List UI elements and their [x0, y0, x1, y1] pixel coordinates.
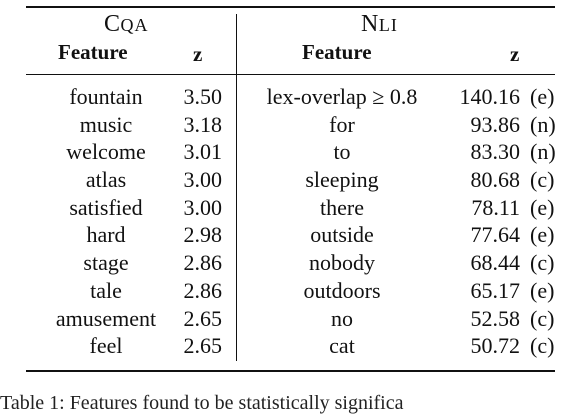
nli-z-cell: 80.68	[470, 167, 521, 193]
cqa-title-initial: C	[104, 11, 121, 37]
feature-table: CQA NLI Feature z Feature z fountain 3.5…	[0, 6, 582, 414]
cqa-z-cell: 2.98	[183, 222, 223, 248]
table-row: fountain 3.50 lex-overlap ≥ 0.8 140.16 (…	[0, 86, 582, 114]
nli-feature-cell: there	[320, 194, 364, 220]
cqa-feature-cell: fountain	[69, 84, 143, 109]
cqa-z-cell: 2.86	[183, 250, 223, 276]
table-row: music 3.18 for 93.86 (n)	[0, 111, 582, 142]
table-row: atlas 3.00 sleeping 80.68 (c)	[0, 169, 582, 197]
table-row: hard 2.98 outside 77.64 (e)	[0, 224, 582, 252]
cqa-z-cell: 3.50	[183, 84, 223, 109]
cqa-feature-cell: amusement	[55, 305, 157, 331]
cqa-group-title: CQA	[104, 12, 149, 36]
cqa-title-smallcaps: QA	[120, 15, 149, 35]
nli-z-header: z	[510, 42, 520, 66]
nli-feature-cell: nobody	[309, 250, 375, 276]
table-row: stage 2.86 nobody 68.44 (c)	[0, 252, 582, 280]
table-row: feel 2.65 cat 50.72 (c)	[0, 335, 582, 363]
table-row: tale 2.86 outdoors 65.17 (e)	[0, 277, 582, 308]
nli-label-cell: (n)	[530, 139, 556, 165]
table-bottom-rule	[26, 370, 555, 372]
nli-label-cell: (e)	[530, 277, 555, 303]
nli-feature-cell: outdoors	[303, 277, 381, 303]
nli-z-cell: 78.11	[471, 194, 520, 220]
nli-title-initial: N	[361, 11, 379, 37]
cqa-z-cell: 3.01	[183, 139, 223, 165]
table-row: amusement 2.65 no 52.58 (c)	[0, 305, 582, 336]
cqa-feature-cell: atlas	[85, 167, 127, 193]
cqa-z-cell: 2.86	[183, 277, 223, 303]
nli-feature-cell: sleeping	[305, 167, 379, 193]
column-group-separator	[236, 14, 238, 361]
nli-feature-cell: to	[333, 139, 351, 165]
cqa-z-cell: 3.00	[183, 167, 223, 193]
nli-title-smallcaps: LI	[378, 15, 398, 35]
nli-z-cell: 83.30	[470, 139, 521, 165]
table-body: fountain 3.50 lex-overlap ≥ 0.8 140.16 (…	[0, 86, 582, 363]
table-header-rule	[26, 74, 555, 76]
cqa-feature-cell: hard	[86, 222, 126, 248]
nli-label-cell: (e)	[530, 222, 555, 248]
cqa-feature-cell: music	[79, 111, 133, 137]
cqa-z-header: z	[193, 42, 203, 66]
cqa-feature-cell: feel	[89, 333, 123, 359]
table-row: welcome 3.01 to 83.30 (n)	[0, 141, 582, 169]
nli-feature-cell: cat	[329, 333, 355, 359]
nli-label-cell: (e)	[530, 194, 555, 220]
cqa-feature-cell: welcome	[66, 139, 146, 165]
nli-feature-cell: lex-overlap ≥ 0.8	[266, 84, 418, 109]
table-top-rule	[26, 6, 555, 8]
nli-z-cell: 68.44	[470, 250, 521, 276]
table-row: satisfied 3.00 there 78.11 (e)	[0, 194, 582, 225]
cqa-z-cell: 2.65	[183, 333, 223, 359]
nli-z-cell: 93.86	[470, 111, 521, 137]
nli-z-cell: 140.16	[459, 84, 521, 109]
nli-feature-cell: for	[329, 111, 355, 137]
cqa-z-cell: 3.18	[183, 111, 223, 137]
nli-label-cell: (c)	[530, 167, 555, 193]
nli-feature-cell: outside	[310, 222, 374, 248]
nli-label-cell: (c)	[530, 250, 555, 276]
cqa-feature-cell: satisfied	[69, 194, 143, 220]
cqa-z-cell: 3.00	[183, 194, 223, 220]
nli-label-cell: (c)	[530, 305, 555, 331]
nli-z-cell: 65.17	[470, 277, 521, 303]
nli-label-cell: (e)	[530, 84, 555, 109]
nli-label-cell: (n)	[530, 111, 556, 137]
nli-feature-cell: no	[331, 305, 353, 331]
nli-feature-header: Feature	[302, 40, 372, 64]
cqa-z-cell: 2.65	[183, 305, 223, 331]
nli-group-title: NLI	[361, 12, 398, 36]
nli-z-cell: 52.58	[470, 305, 521, 331]
cqa-feature-cell: stage	[83, 250, 129, 276]
cqa-feature-cell: tale	[90, 277, 122, 303]
nli-z-cell: 50.72	[470, 333, 521, 359]
nli-label-cell: (c)	[530, 333, 555, 359]
nli-z-cell: 77.64	[470, 222, 521, 248]
cqa-feature-header: Feature	[58, 40, 128, 64]
